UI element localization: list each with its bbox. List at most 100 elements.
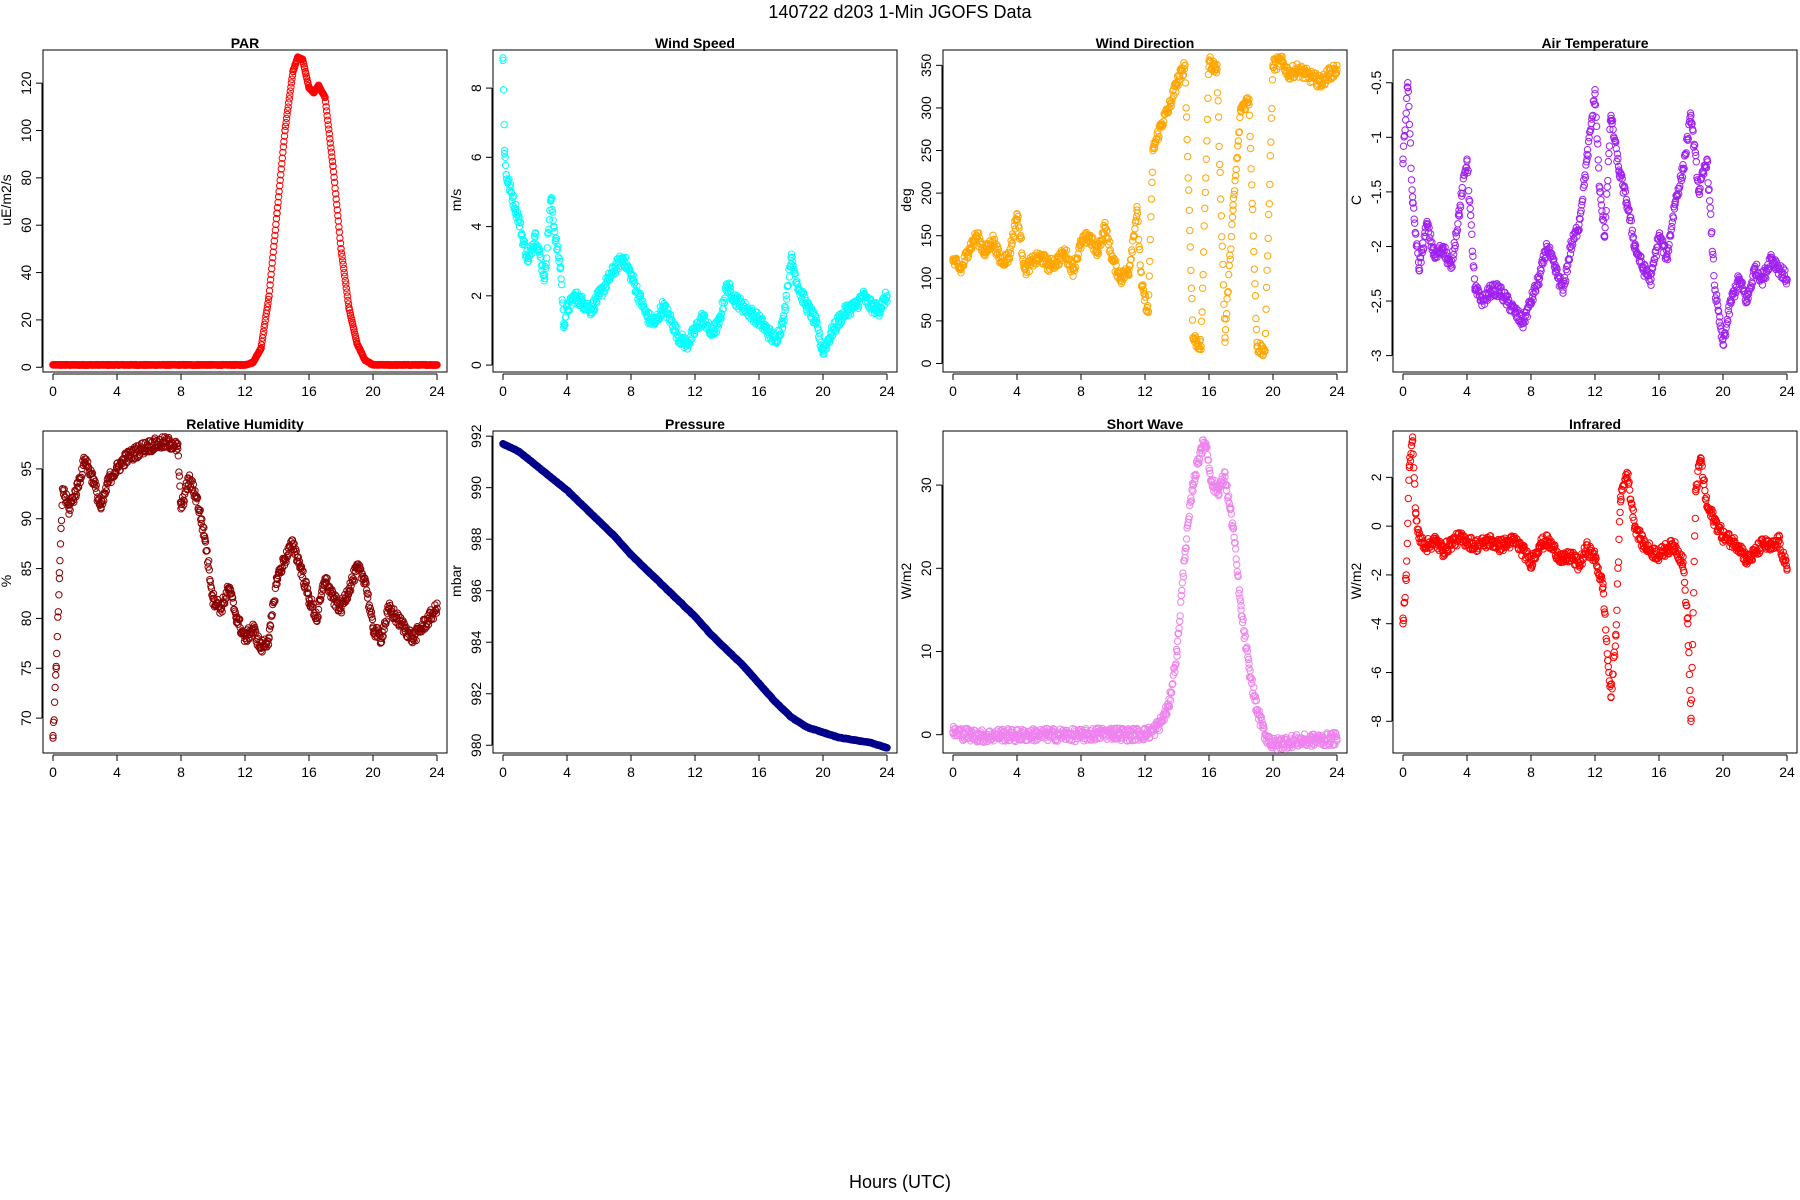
x-tick-label: 16 bbox=[751, 764, 767, 780]
x-tick-label: 8 bbox=[177, 383, 185, 399]
data-point bbox=[683, 340, 691, 348]
data-point bbox=[1181, 61, 1189, 70]
data-point bbox=[1333, 65, 1341, 74]
data-point bbox=[326, 135, 334, 143]
data-point bbox=[1230, 187, 1239, 195]
data-point bbox=[54, 613, 62, 621]
data-point bbox=[1684, 135, 1693, 143]
x-tick-label: 4 bbox=[1013, 764, 1021, 780]
data-point bbox=[558, 296, 566, 304]
data-point bbox=[1125, 266, 1133, 274]
data-point bbox=[1708, 228, 1716, 236]
data-point bbox=[691, 326, 699, 335]
data-point bbox=[298, 55, 307, 64]
y-tick-label: -3 bbox=[1368, 349, 1384, 362]
data-point bbox=[561, 321, 569, 329]
data-point bbox=[1400, 131, 1409, 140]
data-point bbox=[997, 257, 1005, 265]
y-tick-label: 100 bbox=[18, 119, 34, 143]
x-tick-label: 4 bbox=[1463, 383, 1471, 399]
data-point bbox=[331, 184, 339, 193]
data-point bbox=[781, 306, 789, 315]
data-point bbox=[1522, 311, 1530, 320]
data-point bbox=[1625, 205, 1633, 214]
data-point bbox=[1459, 175, 1468, 183]
x-tick-label: 20 bbox=[365, 383, 381, 399]
data-point bbox=[1136, 261, 1144, 269]
y-tick-label: 30 bbox=[918, 477, 934, 493]
data-point bbox=[1639, 264, 1647, 272]
data-point bbox=[1600, 231, 1609, 240]
data-point bbox=[1668, 218, 1677, 227]
data-point bbox=[92, 484, 100, 492]
data-point bbox=[1155, 133, 1163, 141]
data-point bbox=[968, 245, 976, 253]
y-axis-label: % bbox=[0, 575, 14, 587]
data-point bbox=[1530, 289, 1538, 298]
data-point bbox=[562, 313, 570, 321]
data-point bbox=[74, 483, 83, 491]
data-point bbox=[282, 114, 291, 123]
data-point bbox=[1584, 151, 1592, 160]
data-point bbox=[1125, 271, 1133, 279]
data-point bbox=[1236, 113, 1244, 122]
data-point bbox=[1713, 296, 1721, 304]
data-point bbox=[1164, 108, 1173, 117]
data-point bbox=[1540, 258, 1548, 266]
data-point bbox=[259, 331, 267, 339]
data-point bbox=[1109, 257, 1117, 265]
data-point bbox=[1141, 290, 1149, 298]
data-point bbox=[1237, 104, 1245, 112]
data-point bbox=[1759, 275, 1767, 283]
data-point bbox=[593, 299, 601, 307]
y-axis: -3-2.5-2-1.5-1-0.5 bbox=[1368, 70, 1393, 362]
data-point bbox=[804, 304, 813, 313]
data-point bbox=[72, 490, 81, 499]
data-point bbox=[1241, 105, 1250, 114]
data-point bbox=[1017, 234, 1025, 242]
data-point bbox=[1431, 253, 1439, 262]
x-axis: 0 4 8 12 16 20 24 bbox=[49, 754, 445, 780]
y-tick-label: -2 bbox=[1368, 240, 1384, 253]
data-point bbox=[1133, 209, 1142, 217]
y-tick-label: 6 bbox=[468, 153, 484, 161]
data-point bbox=[329, 168, 338, 176]
data-point bbox=[1591, 86, 1599, 94]
data-point bbox=[1744, 290, 1753, 298]
data-point bbox=[783, 295, 791, 303]
data-point bbox=[1415, 264, 1423, 272]
data-point bbox=[1185, 186, 1193, 194]
x-tick-label: 0 bbox=[949, 764, 957, 780]
data-point bbox=[1025, 267, 1034, 276]
data-point bbox=[1603, 183, 1612, 191]
data-point bbox=[1159, 121, 1167, 129]
data-point bbox=[1563, 262, 1571, 271]
data-point bbox=[49, 731, 57, 740]
data-point bbox=[1212, 64, 1220, 72]
data-point bbox=[547, 195, 555, 203]
data-point bbox=[1245, 111, 1254, 120]
data-point bbox=[1106, 238, 1114, 246]
data-point bbox=[1188, 294, 1196, 303]
data-point bbox=[1213, 89, 1222, 97]
data-point bbox=[1470, 264, 1478, 272]
data-point bbox=[1234, 142, 1242, 150]
data-point bbox=[1233, 153, 1242, 162]
data-point bbox=[1402, 109, 1410, 117]
data-point bbox=[322, 107, 331, 115]
data-point bbox=[271, 226, 280, 234]
data-point bbox=[622, 253, 630, 262]
data-point bbox=[1147, 195, 1156, 203]
data-point bbox=[1559, 286, 1567, 294]
data-point bbox=[1213, 65, 1221, 74]
data-point bbox=[1408, 186, 1416, 194]
data-point bbox=[1734, 272, 1742, 280]
data-point bbox=[1015, 224, 1023, 232]
data-point bbox=[973, 234, 981, 242]
data-point bbox=[1175, 76, 1183, 84]
data-point bbox=[1576, 209, 1585, 218]
data-point bbox=[1410, 204, 1418, 212]
data-point bbox=[1690, 143, 1698, 151]
